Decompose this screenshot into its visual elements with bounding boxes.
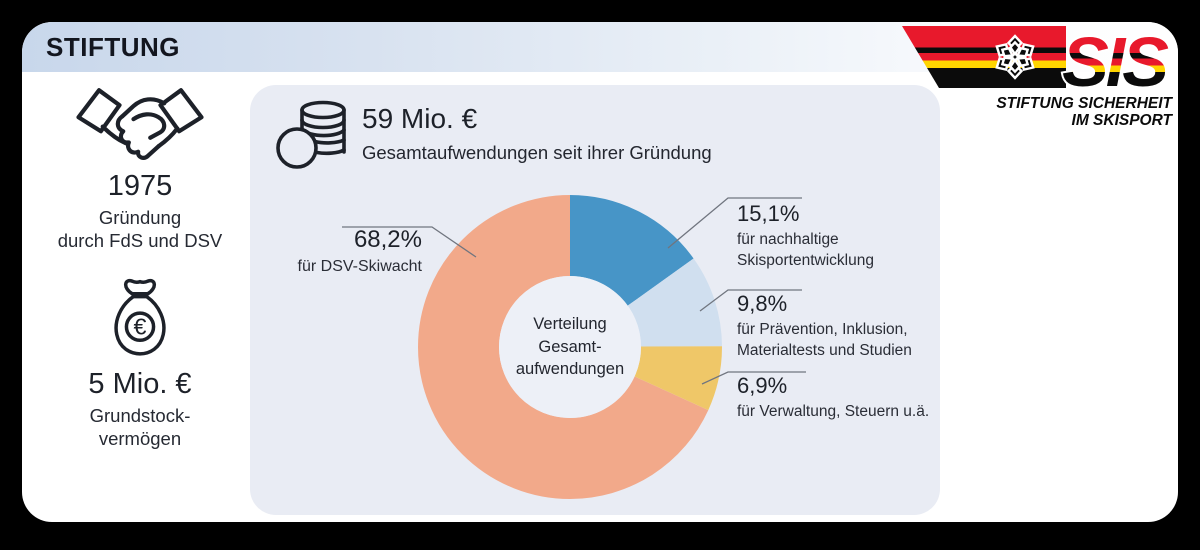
slice-desc-skiwacht: für DSV-Skiwacht	[297, 258, 422, 275]
leader-line-c	[701, 371, 806, 385]
leader-line-b	[699, 289, 802, 312]
desc-line: Skisportentwicklung	[737, 251, 874, 269]
expenditure-panel: 59 Mio. € Gesamtaufwendungen seit ihrer …	[250, 85, 940, 515]
slice-pct-verwaltung: 6,9%	[737, 373, 788, 398]
flag-stripes	[902, 26, 1066, 88]
coins-icon	[276, 100, 346, 169]
leader-line-main	[342, 226, 477, 258]
desc-line: für nachhaltige	[737, 231, 839, 248]
slice-desc-skisportentwicklung: für nachhaltige Skisportentwicklung	[737, 230, 874, 271]
capital-line1: Grundstock-	[89, 405, 191, 426]
total-caption: Gesamtaufwendungen seit ihrer Gründung	[362, 142, 712, 163]
snowflake-icon	[992, 34, 1038, 80]
capital-text: Grundstock- vermögen	[34, 404, 246, 450]
slice-label-verwaltung: 6,9% für Verwaltung, Steuern u.ä.	[737, 373, 929, 423]
facts-column: 1975 Gründung durch FdS und DSV € 5 Mio.…	[34, 80, 246, 450]
slice-pct-skisportentwicklung: 15,1%	[737, 201, 800, 226]
slice-label-skisportentwicklung: 15,1% für nachhaltige Skisportentwicklun…	[737, 201, 874, 271]
infographic-card: STIFTUNG	[22, 22, 1178, 522]
capital-amount: 5 Mio. €	[88, 368, 192, 400]
logo-acronym: SIS	[1062, 24, 1168, 101]
founding-text: Gründung durch FdS und DSV	[34, 206, 246, 252]
founding-line1: Gründung	[98, 207, 182, 228]
founding-line2: durch FdS und DSV	[57, 230, 223, 251]
page-title: STIFTUNG	[46, 32, 180, 62]
logo-line1: STIFTUNG SICHERHEIT	[996, 95, 1173, 112]
donut-hole	[499, 276, 641, 418]
handshake-icon	[76, 88, 204, 160]
logo-line2: IM SKISPORT	[1072, 112, 1174, 129]
donut-chart	[342, 195, 806, 499]
founding-year: 1975	[107, 170, 173, 202]
capital-line2: vermögen	[98, 428, 182, 449]
slice-desc-praevention: für Prävention, Inklusion, Materialtests…	[737, 320, 912, 361]
center-label-line1: Verteilung	[533, 315, 607, 333]
leader-line-a	[667, 197, 802, 249]
slice-label-skiwacht: 68,2% für DSV-Skiwacht	[262, 226, 422, 278]
total-amount: 59 Mio. €	[362, 103, 478, 134]
center-label-line2: Gesamt-	[538, 337, 602, 356]
slice-label-praevention: 9,8% für Prävention, Inklusion, Material…	[737, 291, 912, 361]
donut-center-label: Verteilung Gesamt- aufwendungen	[480, 313, 660, 381]
center-label-line3: aufwendungen	[515, 360, 625, 378]
desc-line: für Prävention, Inklusion,	[737, 321, 908, 338]
sis-logo: SIS STIFTUNG SICHERHEIT IM SKISPORT	[902, 24, 1174, 129]
slice-pct-praevention: 9,8%	[737, 291, 788, 316]
desc-line: Materialtests und Studien	[737, 341, 912, 359]
slice-pct-skiwacht: 68,2%	[353, 226, 422, 253]
svg-text:€: €	[134, 313, 147, 339]
slice-desc-verwaltung: für Verwaltung, Steuern u.ä.	[737, 403, 930, 420]
money-bag-icon: €	[114, 278, 166, 356]
